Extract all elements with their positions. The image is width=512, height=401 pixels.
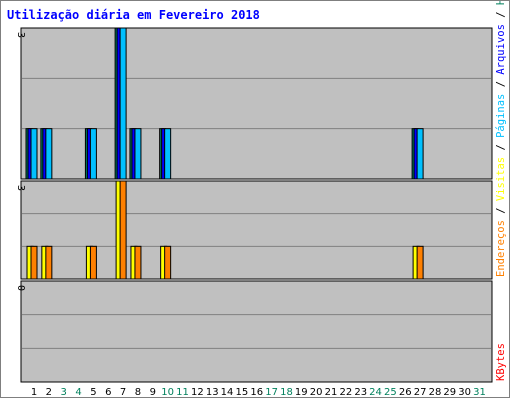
x-tick-label-17: 17 xyxy=(265,387,278,398)
x-tick-label-2: 2 xyxy=(46,387,52,398)
x-tick-label-10: 10 xyxy=(161,387,174,398)
x-tick-label-31: 31 xyxy=(473,387,486,398)
legend: KBytes Endereços / Visitas / Páginas / Ar… xyxy=(495,1,507,381)
x-tick-label-12: 12 xyxy=(191,387,204,398)
x-tick-label-13: 13 xyxy=(206,387,219,398)
panel-3-background xyxy=(20,280,493,383)
legend-separator: / xyxy=(495,201,507,220)
x-tick-label-23: 23 xyxy=(354,387,367,398)
x-tick-label-14: 14 xyxy=(221,387,234,398)
legend-item-kbytes: KBytes xyxy=(495,343,507,381)
x-tick-label-3: 3 xyxy=(61,387,67,398)
panel-1-y-max-label: 3 xyxy=(15,32,26,38)
x-tick-label-18: 18 xyxy=(280,387,293,398)
x-tick-label-6: 6 xyxy=(105,387,111,398)
panel-2-y-max-label: 3 xyxy=(15,185,26,191)
bar-endereços-day-8 xyxy=(134,245,142,280)
chart-bars xyxy=(25,27,424,280)
legend-run: Endereços / Visitas / Páginas / Arquivos… xyxy=(495,1,507,277)
legend-item-páginas: Páginas xyxy=(495,94,507,138)
x-tick-label-4: 4 xyxy=(75,387,81,398)
legend-separator: / xyxy=(495,5,507,24)
x-axis-ticks: 1 2 3 4 5 6 7 8 9 10 11 12 13 14 15 16 17 18 19 20 21 22 23 24 2… xyxy=(31,387,486,398)
chart-panels: 3 3 0 xyxy=(15,27,493,383)
x-tick-label-8: 8 xyxy=(135,387,141,398)
bar-páginas-day-2 xyxy=(45,128,53,180)
x-tick-label-15: 15 xyxy=(236,387,249,398)
legend-item-arquivos: Arquivos xyxy=(495,24,507,75)
x-tick-label-30: 30 xyxy=(458,387,471,398)
bar-endereços-day-27 xyxy=(416,245,424,280)
x-tick-label-24: 24 xyxy=(369,387,382,398)
x-tick-label-25: 25 xyxy=(384,387,397,398)
x-tick-label-16: 16 xyxy=(250,387,263,398)
bar-páginas-day-27 xyxy=(416,128,424,180)
x-tick-label-11: 11 xyxy=(176,387,189,398)
bar-endereços-day-7 xyxy=(119,180,127,280)
panel-3-y-max-label: 0 xyxy=(15,285,26,291)
x-tick-label-26: 26 xyxy=(399,387,412,398)
bar-endereços-day-1 xyxy=(30,245,38,280)
x-tick-label-22: 22 xyxy=(339,387,352,398)
x-tick-label-9: 9 xyxy=(150,387,156,398)
legend-item-visitas: Visitas xyxy=(495,157,507,201)
x-tick-label-20: 20 xyxy=(310,387,323,398)
bar-páginas-day-1 xyxy=(30,128,38,180)
x-tick-label-27: 27 xyxy=(414,387,427,398)
legend-separator: / xyxy=(495,138,507,157)
legend-run: KBytes xyxy=(495,343,507,381)
legend-item-hits: Hits xyxy=(495,1,507,5)
x-tick-label-1: 1 xyxy=(31,387,37,398)
bar-endereços-day-5 xyxy=(89,245,97,280)
legend-separator: / xyxy=(495,75,507,94)
x-tick-label-29: 29 xyxy=(443,387,456,398)
bar-páginas-day-8 xyxy=(134,128,142,180)
bar-páginas-day-7 xyxy=(119,27,127,180)
x-tick-label-21: 21 xyxy=(325,387,338,398)
chart-title: Utilização diária em Fevereiro 2018 xyxy=(7,8,260,22)
bar-páginas-day-10 xyxy=(164,128,172,180)
x-tick-label-7: 7 xyxy=(120,387,126,398)
x-tick-label-19: 19 xyxy=(295,387,308,398)
x-tick-label-28: 28 xyxy=(429,387,442,398)
x-tick-label-5: 5 xyxy=(90,387,96,398)
bar-endereços-day-10 xyxy=(164,245,172,280)
legend-item-endereços: Endereços xyxy=(495,220,507,277)
bar-endereços-day-2 xyxy=(45,245,53,280)
bar-páginas-day-5 xyxy=(89,128,97,180)
